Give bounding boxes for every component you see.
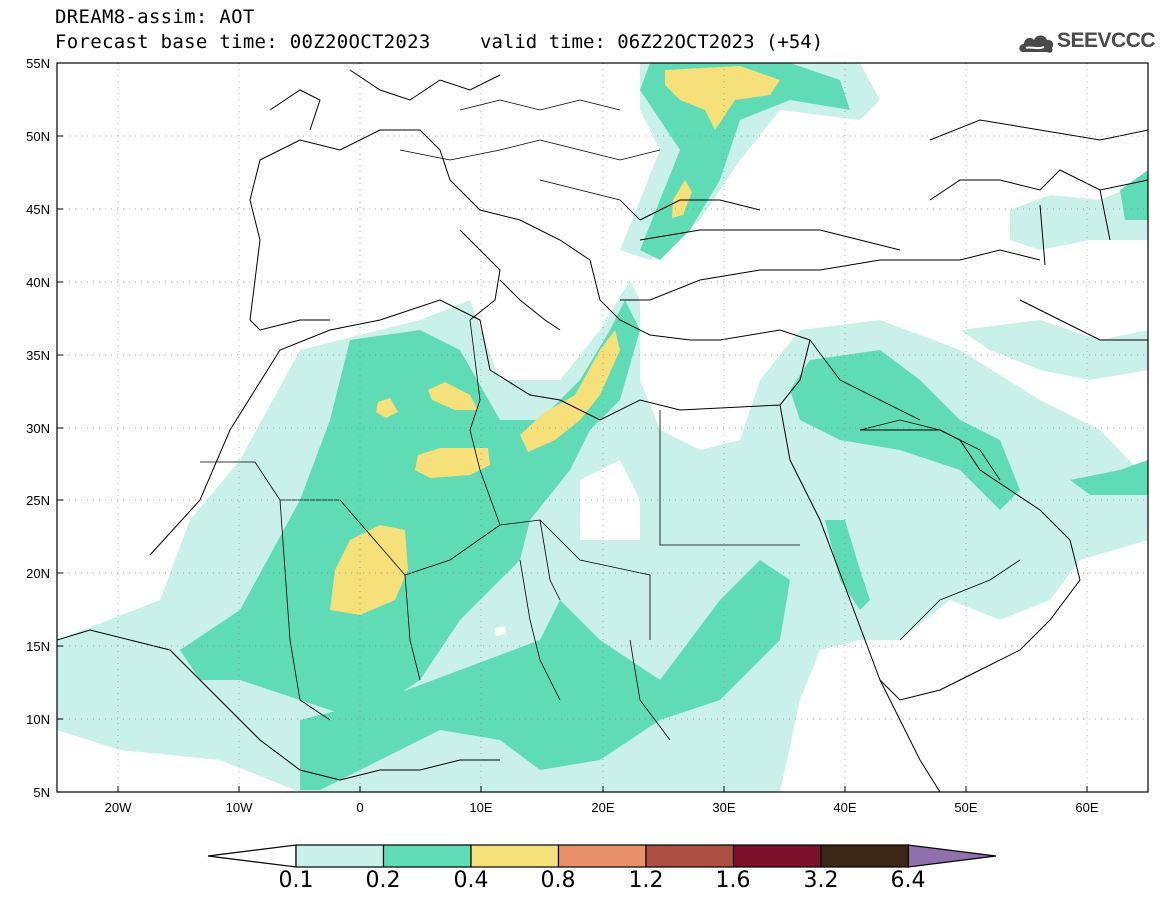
colorbar-swatch: [295, 844, 385, 868]
colorbar-label: 3.2: [803, 868, 839, 893]
lon-label: 20E: [591, 800, 614, 815]
lat-label: 10N: [26, 712, 50, 727]
lat-label: 45N: [26, 202, 50, 217]
colorbar-label: 1.2: [628, 868, 664, 893]
colorbar-swatch: [820, 844, 910, 868]
title-line-1: DREAM8-assim: AOT: [55, 6, 255, 28]
lon-label: 40E: [833, 800, 856, 815]
colorbar-swatch: [732, 844, 822, 868]
lon-labels: 20W 10W 0 10E 20E 30E 40E 50E 60E: [105, 800, 1099, 815]
cloud-logo-icon: [1019, 35, 1054, 53]
lat-label: 20N: [26, 566, 50, 581]
axis-ticks: [57, 135, 1088, 792]
lon-label: 30E: [712, 800, 735, 815]
colorbar-swatch: [645, 844, 735, 868]
colorbar-swatch: [470, 844, 560, 868]
lon-label: 60E: [1075, 800, 1098, 815]
colorbar-label: 6.4: [890, 868, 926, 893]
coastlines: [57, 69, 1148, 792]
lat-label: 50N: [26, 129, 50, 144]
lon-label: 10E: [469, 800, 492, 815]
lon-label: 20W: [105, 800, 132, 815]
aot-field: [57, 63, 1148, 792]
lat-label: 55N: [26, 56, 50, 71]
lat-labels: 55N 50N 45N 40N 35N 30N 25N 20N 15N 10N …: [26, 56, 50, 800]
colorbar-over-arrow: [907, 844, 997, 868]
lon-label: 0: [356, 800, 363, 815]
logo-text: SEEVCCC: [1057, 29, 1156, 52]
lon-label: 50E: [954, 800, 977, 815]
lat-label: 15N: [26, 639, 50, 654]
colorbar-swatch: [557, 844, 647, 868]
colorbar: [207, 844, 997, 868]
colorbar-label: 0.2: [365, 868, 401, 893]
colorbar-label: 1.6: [715, 868, 751, 893]
lat-label: 5N: [33, 785, 50, 800]
lon-label: 10W: [226, 800, 253, 815]
lat-label: 40N: [26, 275, 50, 290]
valid-time: valid time: 06Z22OCT2023 (+54): [480, 31, 824, 53]
country-borders: [200, 99, 1021, 741]
aot-band-0.4: [330, 66, 780, 615]
colorbar-label: 0.8: [540, 868, 576, 893]
lat-label: 30N: [26, 421, 50, 436]
colorbar-under-arrow: [207, 844, 297, 868]
lat-label: 25N: [26, 493, 50, 508]
forecast-base-time: Forecast base time: 00Z20OCT2023: [55, 31, 431, 53]
colorbar-label: 0.1: [278, 868, 314, 893]
colorbar-label: 0.4: [453, 868, 489, 893]
lat-label: 35N: [26, 348, 50, 363]
colorbar-swatch: [382, 844, 472, 868]
